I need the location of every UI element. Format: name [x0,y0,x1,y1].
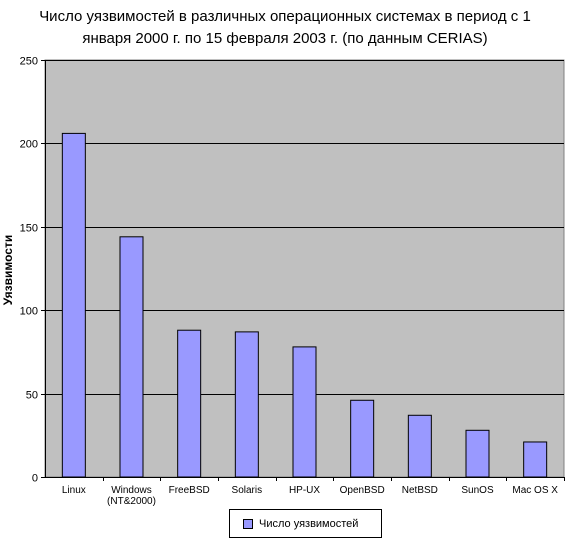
x-tick-label-line: NetBSD [402,485,438,496]
chart-title-line2: января 2000 г. по 15 февраля 2003 г. (по… [82,30,488,47]
x-tick-label-windows: Windows (NT&2000) [107,485,156,507]
y-tick-label-200: 200 [20,139,38,151]
x-tick-label-line: SunOS [461,485,494,496]
x-tick-label-line: Solaris [232,485,263,496]
x-tick-label-line: Mac OS X [512,485,558,496]
y-tick-label-250: 250 [20,56,38,68]
bar-solaris [234,331,259,478]
x-tick-label-line: FreeBSD [169,485,210,496]
x-tick-label-sunos: SunOS [461,485,494,496]
bar-sunos [465,429,490,478]
chart-title-line1: Число уязвимостей в различных операционн… [39,8,531,25]
x-tick-label-line: Windows [111,485,152,496]
legend-swatch [243,518,253,529]
x-tick-label-hp-ux: HP-UX [289,485,320,496]
y-tick-labels: 0 50 100 150 200 250 [20,56,38,485]
bar-windows [119,236,144,478]
x-tick-label-freebsd: FreeBSD [169,485,210,496]
y-axis-label: Уязвимости [1,235,15,305]
legend: Число уязвимостей [229,509,382,538]
x-tick-label-openbsd: OpenBSD [340,485,385,496]
x-tick-label-linux: Linux [62,485,86,496]
bars [61,132,548,478]
chart-title: Число уязвимостей в различных операционн… [10,6,560,50]
bar-mac-os-x [523,441,548,478]
x-tick-labels: Linux Windows (NT&2000) FreeBSD Solaris HP-UX… [62,485,558,507]
bar-freebsd [177,329,202,478]
x-tick-label-line: (NT&2000) [107,496,156,507]
legend-label: Число уязвимостей [259,517,359,530]
bar-hp-ux [292,346,317,478]
bar-linux [61,132,86,478]
x-tick-label-solaris: Solaris [232,485,263,496]
x-tick-label-line: OpenBSD [340,485,385,496]
bar-openbsd [350,399,375,478]
y-tick-label-50: 50 [26,390,38,402]
y-tick-label-0: 0 [32,473,38,485]
y-tick-label-100: 100 [20,306,38,318]
axes [41,60,565,481]
bar-netbsd [407,414,432,478]
y-tick-label-150: 150 [20,223,38,235]
x-tick-label-netbsd: NetBSD [402,485,438,496]
x-tick-label-line: Linux [62,485,86,496]
x-tick-label-mac-os-x: Mac OS X [512,485,558,496]
x-tick-label-line: HP-UX [289,485,320,496]
